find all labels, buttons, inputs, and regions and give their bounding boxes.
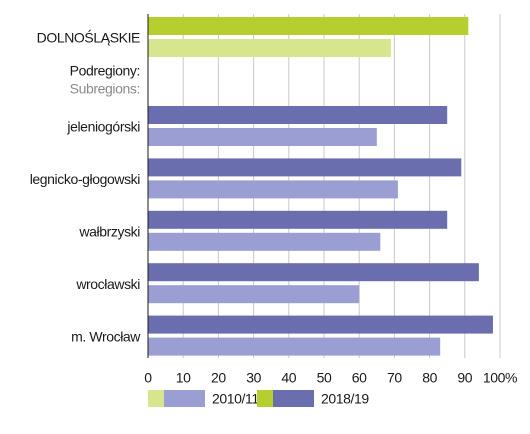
x-tick-label: 80: [422, 370, 437, 386]
x-tick-label: 100%: [483, 370, 517, 386]
category-label: DOLNOŚLĄSKIE: [37, 29, 140, 46]
bar: [148, 232, 381, 251]
bar: [148, 180, 398, 199]
group-label-en: Subregions:: [70, 81, 140, 97]
x-tick-label: 90: [457, 370, 472, 386]
legend-label: 2018/19: [321, 391, 369, 407]
bar: [148, 285, 360, 304]
x-tick-label: 30: [246, 370, 261, 386]
bar: [148, 128, 377, 146]
x-tick-label: 50: [317, 370, 332, 386]
legend-swatch: [273, 390, 314, 407]
bar: [148, 337, 441, 356]
bar: [148, 263, 479, 282]
category-label: legnicko-głogowski: [30, 171, 141, 187]
x-tick-label: 60: [352, 370, 367, 386]
bar: [148, 158, 462, 177]
legend-swatch: [164, 390, 205, 407]
legend-label: 2010/11: [212, 391, 259, 407]
bar: [148, 315, 493, 334]
category-label: m. Wrocław: [71, 328, 141, 344]
legend-swatch: [257, 390, 273, 407]
x-tick-label: 40: [281, 370, 296, 386]
group-label: Podregiony:: [70, 63, 140, 79]
bar: [148, 210, 448, 229]
category-label: wałbrzyski: [78, 224, 140, 240]
category-label: jeleniogórski: [66, 119, 140, 135]
x-tick-label: 10: [176, 370, 191, 386]
x-tick-label: 70: [387, 370, 402, 386]
bar: [148, 106, 448, 124]
bar: [148, 17, 469, 35]
bar: [148, 39, 391, 57]
legend-swatch: [148, 390, 164, 407]
x-tick-label: 20: [211, 370, 226, 386]
category-label: wrocławski: [75, 276, 140, 292]
x-tick-label: 0: [144, 370, 152, 386]
